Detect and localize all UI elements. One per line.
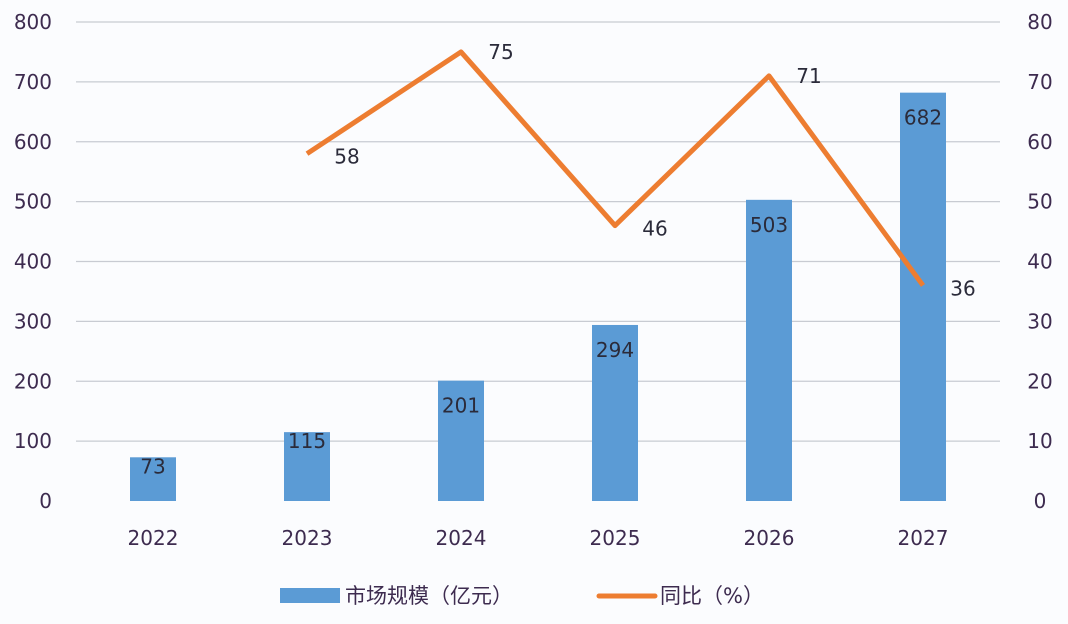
legend: 市场规模（亿元） 同比（%） [280, 584, 764, 608]
bar-data-label: 503 [750, 213, 788, 237]
left-tick-label: 500 [14, 190, 52, 214]
bar-data-label: 115 [288, 429, 326, 453]
bar [130, 457, 176, 501]
bar [592, 324, 638, 501]
bar-data-label: 682 [904, 106, 942, 130]
right-axis: 0 10 20 30 40 50 60 70 80 [1027, 10, 1052, 513]
x-tick-label: 2026 [744, 526, 795, 550]
right-tick-label: 50 [1027, 190, 1052, 214]
bar [746, 199, 792, 502]
left-tick-label: 200 [14, 369, 52, 393]
left-tick-label: 400 [14, 250, 52, 274]
line-data-label: 36 [950, 276, 975, 300]
left-axis: 0 100 200 300 400 500 600 700 800 [14, 10, 52, 513]
bar-data-label: 73 [140, 454, 165, 478]
bar [284, 432, 330, 501]
right-tick-label: 0 [1034, 489, 1047, 513]
right-tick-label: 30 [1027, 309, 1052, 333]
left-tick-label: 300 [14, 309, 52, 333]
x-tick-label: 2027 [898, 526, 949, 550]
x-tick-label: 2024 [436, 526, 487, 550]
x-tick-label: 2025 [590, 526, 641, 550]
legend-label-bar: 市场规模（亿元） [345, 584, 513, 608]
right-tick-label: 80 [1027, 10, 1052, 34]
line-data-label: 46 [642, 217, 667, 241]
x-tick-label: 2023 [282, 526, 333, 550]
x-axis: 2022 2023 2024 2025 2026 2027 [128, 526, 949, 550]
left-tick-label: 0 [39, 489, 52, 513]
bar-series: 73 115 201 294 503 682 [130, 92, 946, 502]
gridlines [76, 21, 1000, 442]
legend-label-line: 同比（%） [660, 584, 764, 608]
bar [438, 380, 484, 501]
legend-swatch-bar [280, 588, 340, 603]
bar-data-label: 294 [596, 338, 634, 362]
right-tick-label: 70 [1027, 70, 1052, 94]
line-path [305, 49, 926, 287]
right-tick-label: 10 [1027, 429, 1052, 453]
right-tick-label: 40 [1027, 250, 1052, 274]
left-tick-label: 800 [14, 10, 52, 34]
line-data-label: 58 [334, 145, 359, 169]
bar-data-label: 201 [442, 394, 480, 418]
line-data-label: 71 [796, 64, 821, 88]
x-tick-label: 2022 [128, 526, 179, 550]
line-series: 58 75 46 71 36 [305, 40, 976, 300]
bar [900, 92, 946, 501]
right-tick-label: 60 [1027, 130, 1052, 154]
left-tick-label: 100 [14, 429, 52, 453]
right-tick-label: 20 [1027, 369, 1052, 393]
line-data-label: 75 [488, 40, 513, 64]
left-tick-label: 700 [14, 70, 52, 94]
left-tick-label: 600 [14, 130, 52, 154]
